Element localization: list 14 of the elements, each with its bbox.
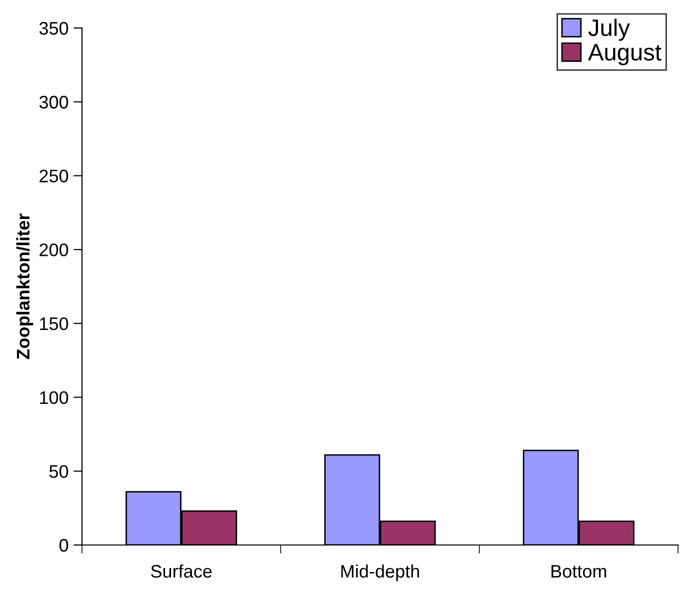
- y-axis-title: Zooplankton/liter: [16, 214, 34, 360]
- y-tick-label: 100: [40, 391, 68, 404]
- y-tick-label: 50: [49, 465, 68, 478]
- y-tick-label: 0: [59, 538, 68, 552]
- legend-label: July: [588, 18, 630, 41]
- x-tick-label: Bottom: [552, 565, 606, 578]
- legend-label: August: [588, 44, 662, 66]
- y-tick-label: 200: [40, 244, 68, 256]
- x-tick-label: Surface: [151, 564, 212, 578]
- y-tick-label: 250: [40, 170, 68, 182]
- y-tick-label: 350: [39, 22, 68, 35]
- y-tick-label: 150: [40, 317, 68, 330]
- y-tick-label: 300: [39, 96, 68, 109]
- x-tick-label: Mid-depth: [341, 564, 419, 582]
